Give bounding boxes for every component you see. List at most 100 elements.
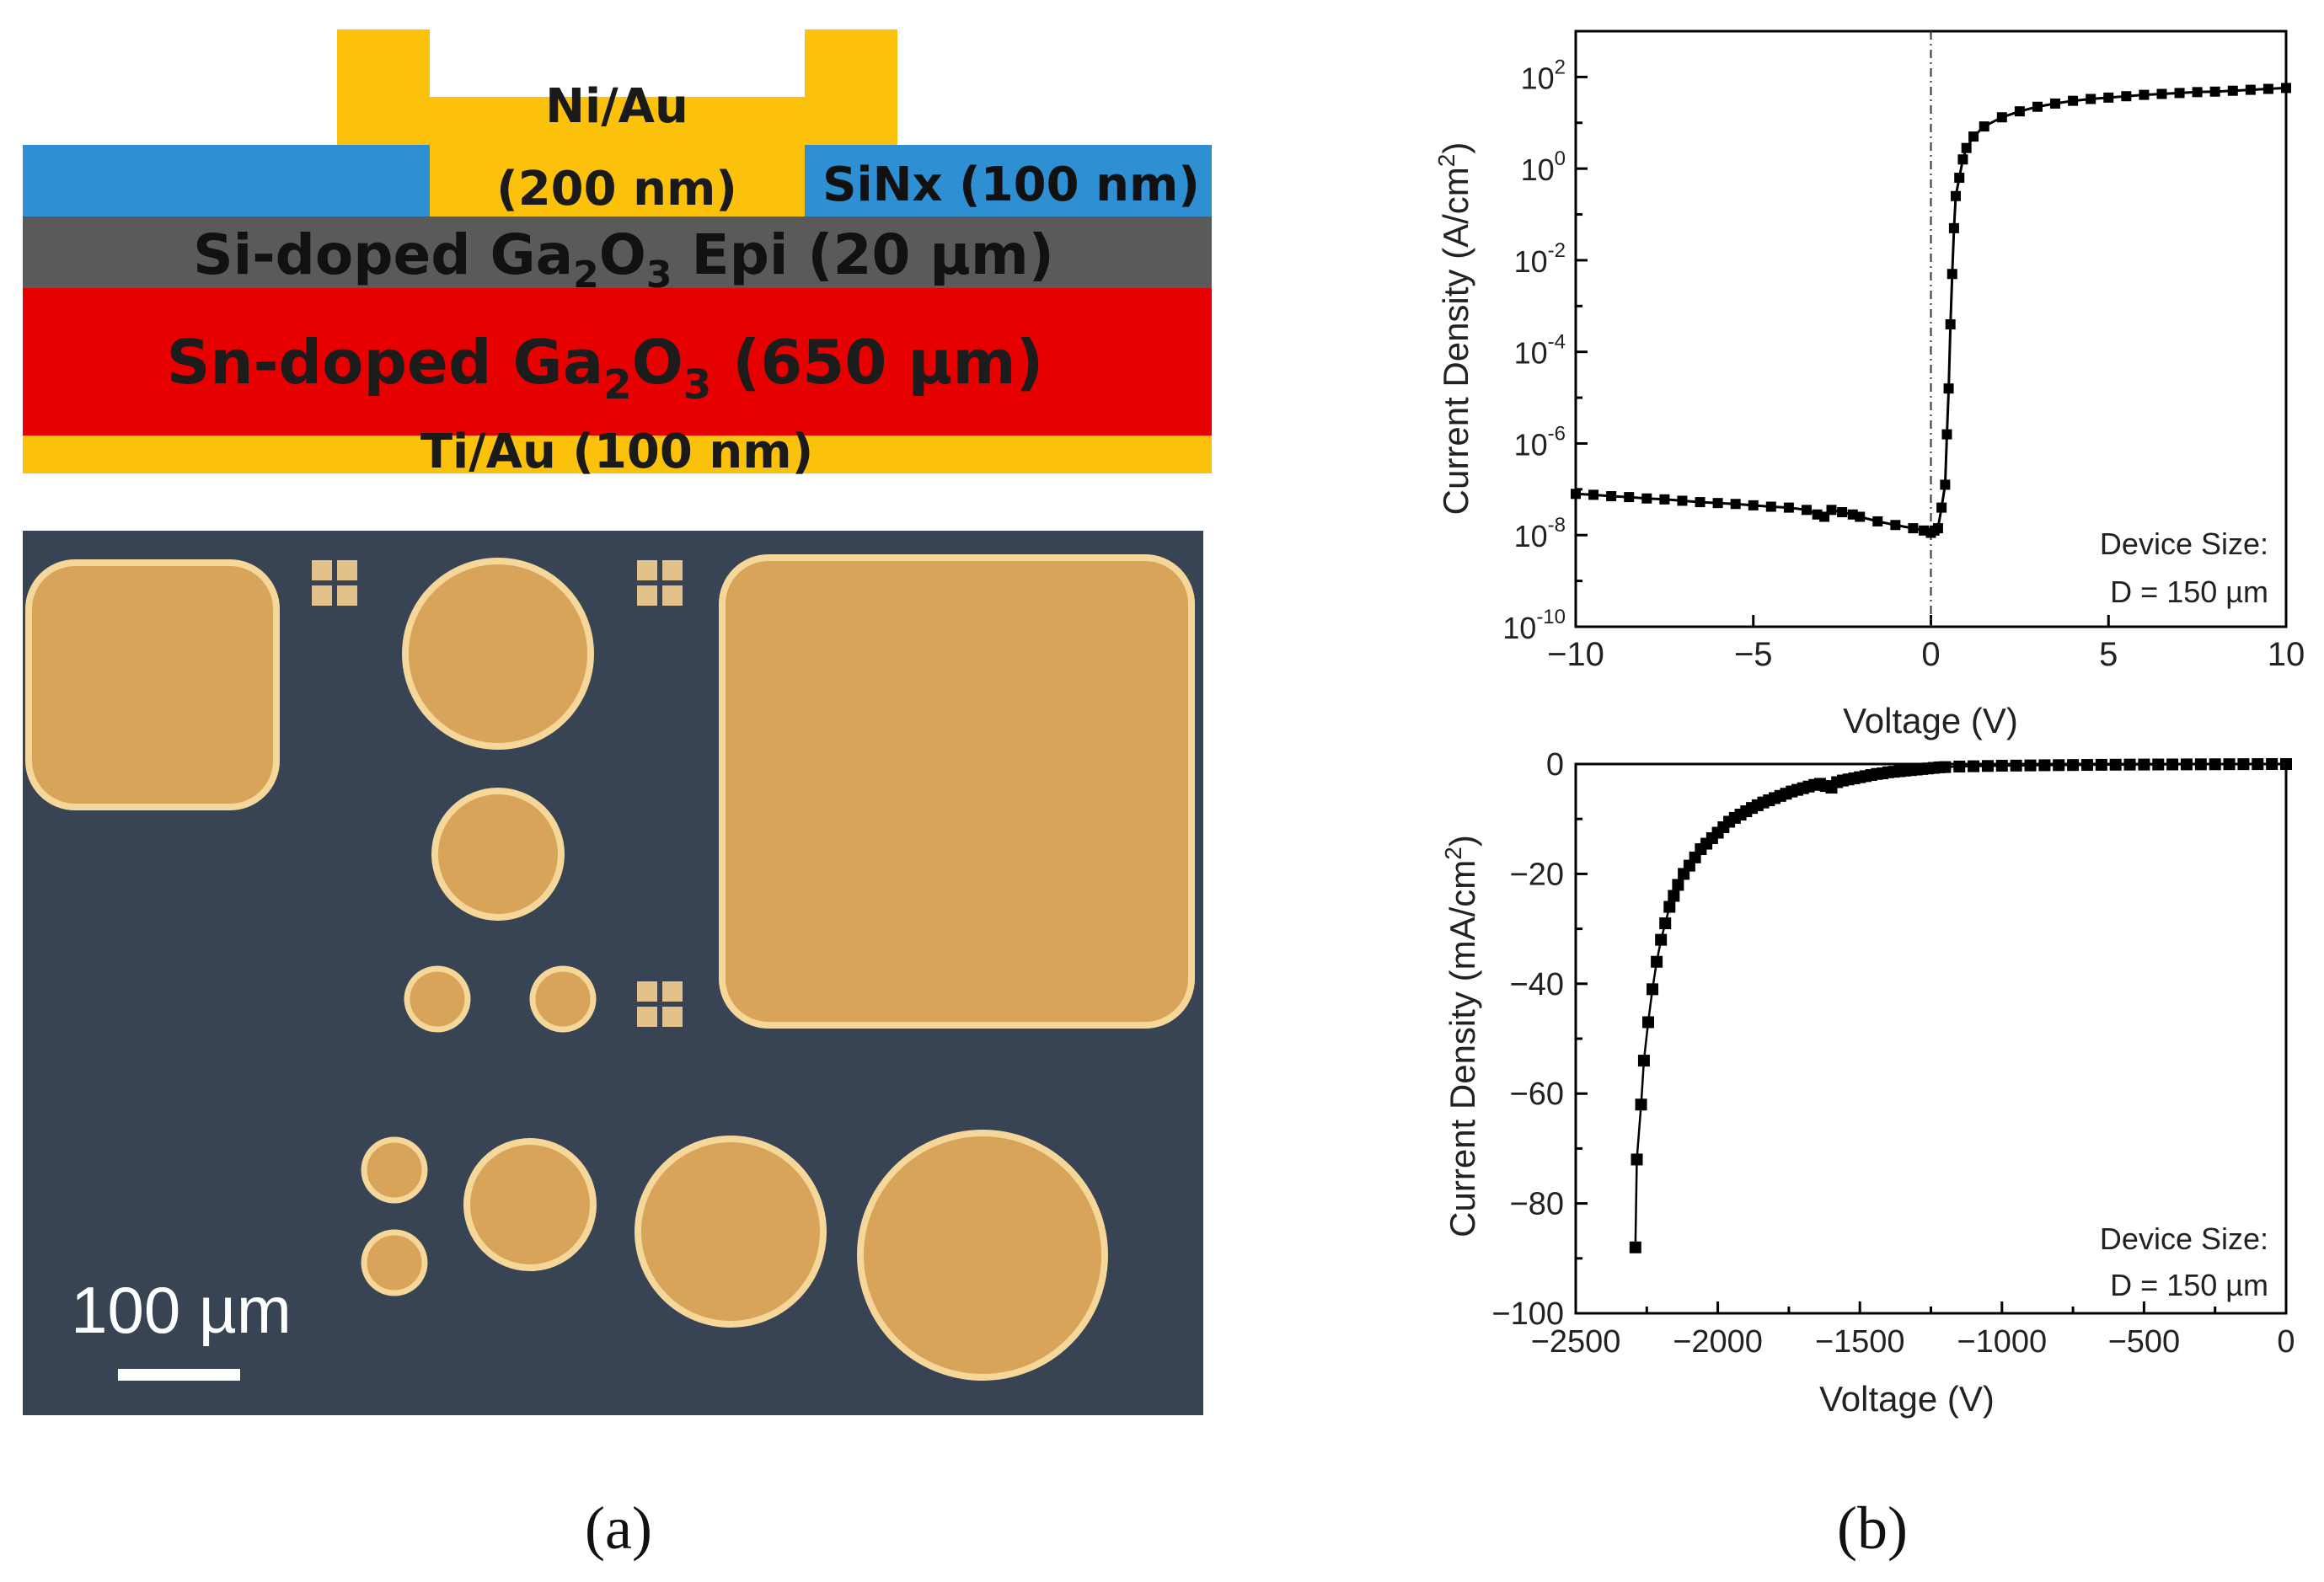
data-point (1655, 933, 1668, 946)
circular-pad (402, 558, 594, 750)
y-tick-label: 10-2 (1514, 239, 1566, 279)
data-point (2121, 91, 2132, 102)
y-tick-label: 10-6 (1514, 422, 1566, 462)
x-tick-label: −2000 (1673, 1324, 1763, 1360)
data-point (1659, 494, 1670, 505)
data-point (1961, 142, 1972, 153)
data-point (1995, 759, 2008, 772)
y-tick-label: 10-4 (1514, 331, 1566, 371)
data-point (1890, 520, 1901, 531)
y-tick-label: 10-10 (1502, 606, 1566, 645)
data-point (1953, 760, 1966, 772)
data-point (1629, 1241, 1641, 1253)
x-tick-label: 0 (2277, 1324, 2295, 1360)
data-point (2103, 92, 2114, 103)
data-point (1730, 499, 1741, 510)
square-pad-small (25, 559, 280, 810)
x-tick-label: −500 (2108, 1324, 2181, 1360)
data-point (1954, 173, 1965, 184)
reverse-iv-chart: −2500 −2000 −1500 −1000 −500 0 −100 −80 −60 −40 −2… (1440, 747, 2295, 1419)
y-tick-label: 102 (1521, 56, 1566, 95)
data-point (1957, 154, 1968, 165)
y-tick-label: 0 (1546, 747, 1564, 783)
circular-pad (463, 1138, 597, 1271)
data-point (1677, 495, 1688, 506)
data-point (1672, 879, 1684, 891)
data-point (2209, 758, 2221, 771)
alignment-mark (637, 560, 683, 606)
data-point (2180, 758, 2193, 771)
data-point (2280, 758, 2292, 770)
circular-pad (361, 1136, 428, 1204)
data-point (2032, 101, 2043, 112)
data-point (1635, 1098, 1647, 1111)
contact-thickness-label: (200 nm) (496, 162, 737, 216)
x-tick-label: −2500 (1531, 1324, 1621, 1360)
circular-pad (404, 965, 471, 1033)
data-point (2050, 98, 2061, 109)
data-point (2156, 88, 2167, 99)
epi-label: Si-doped Ga2O3 Epi (20 µm) (193, 222, 1054, 297)
data-point (2038, 759, 2051, 772)
data-point (1826, 505, 1837, 516)
panel-b-label: (b) (1837, 1494, 1908, 1562)
y-tick-label: 10-8 (1514, 514, 1566, 553)
circular-pad (635, 1136, 827, 1328)
data-point (1979, 121, 1989, 132)
data-point (2067, 759, 2080, 772)
data-point (1936, 502, 1947, 513)
data-point (1996, 112, 2007, 123)
data-point (1948, 222, 1959, 233)
data-point (2014, 106, 2025, 117)
x-tick-label: 10 (2268, 636, 2305, 673)
y-tick-label: −80 (1510, 1187, 1564, 1222)
data-point (1981, 760, 1994, 772)
device-diameter-label: D = 150 µm (2110, 575, 2268, 609)
data-point (2252, 758, 2264, 771)
data-point (1968, 760, 1980, 772)
epi-layer (23, 216, 1212, 288)
substrate-layer (23, 288, 1212, 436)
data-point (1588, 489, 1599, 500)
x-tick-label: −10 (1547, 636, 1604, 673)
data-point (2152, 758, 2165, 771)
data-point (1659, 917, 1672, 930)
data-point (1651, 955, 1663, 968)
data-point (1941, 429, 1952, 440)
y-tick-label: −40 (1510, 967, 1564, 1002)
forward-iv-chart: −10 −5 0 5 10 10-10 10-8 10-6 10-4 10-2 100 102 Vol… (1433, 29, 2305, 740)
sinx-label: SiNx (100 nm) (822, 158, 1200, 212)
data-point (1908, 523, 1919, 534)
data-point (1837, 507, 1848, 518)
x-tick-label: −1000 (1957, 1324, 2047, 1360)
data-point (2192, 87, 2203, 98)
device-diameter-label: D = 150 µm (2110, 1268, 2268, 1302)
data-point (1946, 269, 1957, 280)
circular-pad (529, 965, 597, 1033)
data-point (1940, 479, 1951, 490)
data-point (1945, 319, 1956, 330)
data-point (1695, 497, 1706, 508)
data-point (2166, 758, 2179, 771)
data-point (2010, 759, 2022, 772)
data-point (2080, 759, 2093, 772)
data-point (1647, 983, 1659, 996)
circular-pad (431, 788, 565, 921)
back-contact-label: Ti/Au (100 nm) (420, 425, 813, 479)
data-point (1855, 511, 1866, 522)
x-tick-label: −5 (1734, 636, 1773, 673)
scale-bar (118, 1369, 240, 1381)
contact-label: Ni/Au (545, 79, 688, 134)
data-point (1951, 190, 1962, 201)
data-point (2281, 83, 2291, 94)
x-axis-label: Voltage (V) (1819, 1379, 1995, 1419)
data-point (1668, 890, 1680, 902)
data-point (2123, 758, 2136, 771)
substrate-label: Sn-doped Ga2O3 (650 µm) (167, 327, 1044, 409)
data-point (2095, 758, 2107, 771)
x-tick-label: 5 (2099, 636, 2118, 673)
data-point (2266, 758, 2278, 770)
layer-stack-diagram: Ni/Au (200 nm) SiNx (100 nm) Si-doped Ga… (23, 29, 1212, 479)
y-tick-label: −60 (1510, 1077, 1564, 1112)
